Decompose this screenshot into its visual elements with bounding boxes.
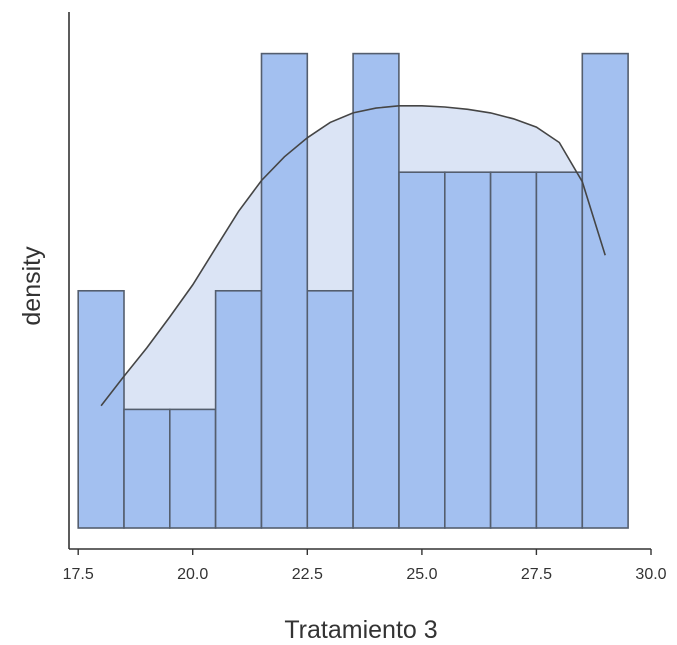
histogram-bar-2 (123, 408, 171, 529)
x-tick-label: 30.0 (635, 566, 666, 583)
histogram-bar-8 (398, 171, 446, 529)
histogram-bar-7 (352, 52, 400, 529)
x-tick-label: 27.5 (521, 566, 552, 583)
y-axis-title: density (18, 246, 46, 326)
axes-group (68, 12, 651, 550)
histogram-bar-3 (169, 408, 217, 529)
bars-group (77, 52, 629, 529)
x-tick-label: 25.0 (406, 566, 437, 583)
histogram-bar-11 (535, 171, 584, 529)
histogram-bar-10 (489, 171, 538, 529)
histogram-bar-4 (214, 289, 263, 529)
x-axis-title: Tratamiento 3 (284, 616, 437, 644)
density-line-group (100, 105, 606, 407)
histogram-bar-5 (260, 52, 309, 529)
x-tick-label: 22.5 (292, 566, 323, 583)
histogram-bar-6 (306, 289, 354, 529)
x-tick-label: 20.0 (177, 566, 208, 583)
histogram-bar-1 (77, 289, 125, 529)
histogram-bar-12 (581, 52, 629, 529)
histogram-bar-9 (443, 171, 492, 529)
x-ticks-group: 17.5 20.0 22.5 25.0 27.5 30.0 (63, 549, 667, 583)
density-curve-line (100, 105, 606, 407)
x-tick-label: 17.5 (63, 566, 94, 583)
